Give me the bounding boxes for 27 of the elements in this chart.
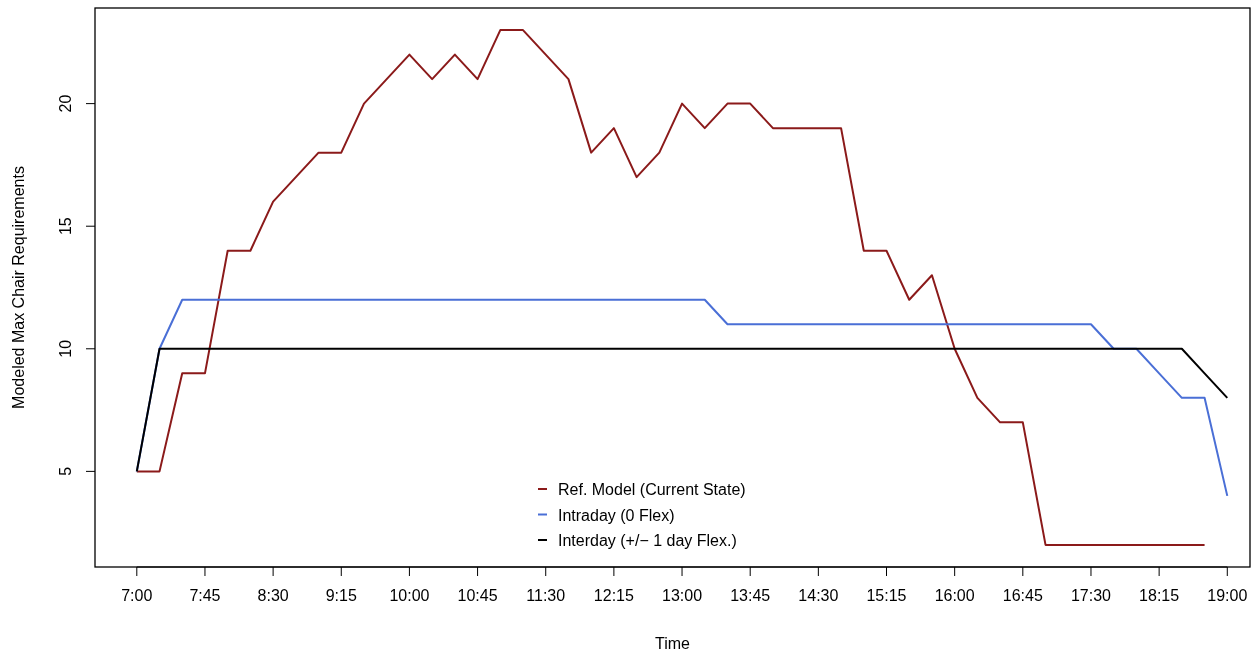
- x-tick-label: 13:45: [730, 587, 771, 604]
- x-tick-label: 7:00: [121, 587, 153, 604]
- x-tick-label: 14:30: [798, 587, 839, 604]
- y-tick-label: 20: [57, 94, 74, 113]
- x-tick-label: 17:30: [1070, 587, 1112, 604]
- x-tick-label: 9:15: [325, 587, 357, 604]
- line-series: [135, 347, 1229, 473]
- x-tick-label: 16:00: [934, 587, 975, 604]
- x-tick-label: 10:45: [457, 587, 498, 604]
- legend-label: Intraday (0 Flex): [558, 506, 675, 524]
- x-tick-label: 12:15: [593, 587, 634, 604]
- x-tick-label: 18:15: [1139, 587, 1180, 604]
- x-tick-label: 8:30: [257, 587, 289, 604]
- y-axis-title: Modeled Max Chair Requirements: [10, 166, 27, 409]
- x-tick-label: 10:00: [389, 587, 430, 604]
- y-tick-label: 15: [57, 217, 74, 236]
- x-tick-label: 11:30: [526, 587, 566, 604]
- y-tick-label: 10: [57, 339, 74, 358]
- x-tick-label: 19:00: [1207, 587, 1248, 604]
- legend-label: Interday (+/− 1 day Flex.): [558, 532, 737, 549]
- y-tick-label: 5: [57, 466, 74, 476]
- x-tick-label: 15:15: [866, 587, 907, 604]
- x-tick-label: 13:00: [662, 587, 703, 604]
- legend-label: Ref. Model (Current State): [558, 481, 746, 498]
- x-tick-label: 7:45: [189, 587, 221, 604]
- x-axis-title: Time: [655, 635, 691, 652]
- x-tick-label: 16:45: [1002, 587, 1043, 604]
